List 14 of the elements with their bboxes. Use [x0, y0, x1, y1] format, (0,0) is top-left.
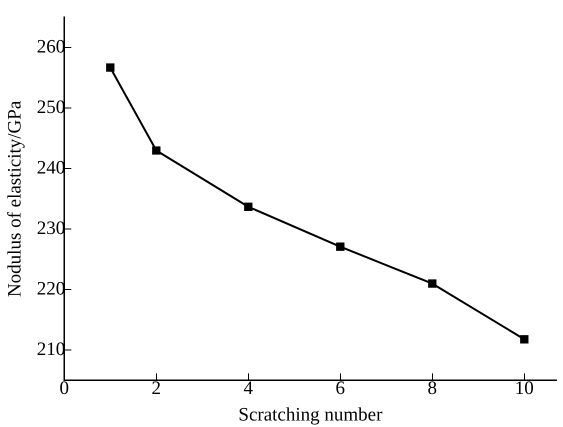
- point: [428, 279, 436, 288]
- x-tick-label: 6: [336, 378, 346, 399]
- point: [152, 146, 160, 155]
- x-tick-label: 4: [244, 378, 254, 399]
- x-tick-label: 2: [152, 378, 162, 399]
- x-tick-label: 0: [60, 378, 70, 399]
- x-tick-label: 10: [514, 378, 534, 399]
- y-axis-title: Nodulus of elasticity/GPa: [4, 100, 26, 298]
- x-tick-label: 8: [428, 378, 438, 399]
- point: [520, 335, 528, 344]
- point: [106, 63, 114, 72]
- x-axis-title: Scratching number: [238, 404, 384, 426]
- point: [244, 202, 252, 211]
- point: [336, 242, 344, 251]
